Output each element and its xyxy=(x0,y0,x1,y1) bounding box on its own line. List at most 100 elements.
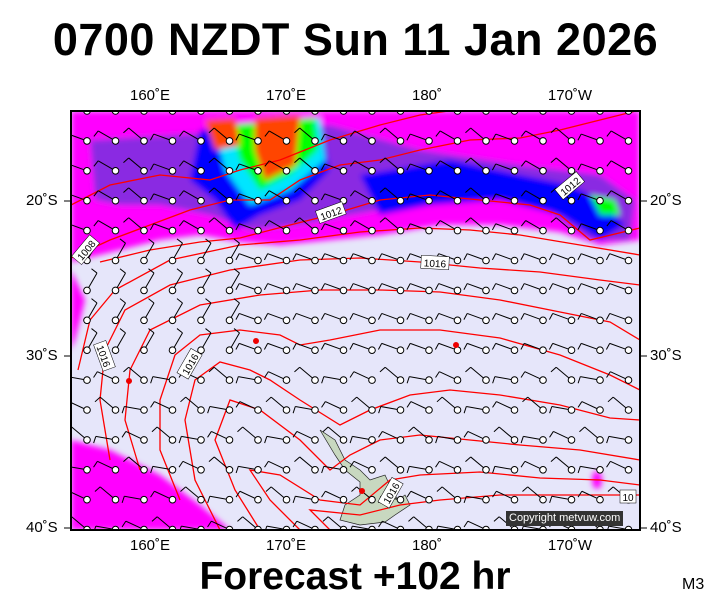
station-circle xyxy=(311,346,319,355)
station-circle xyxy=(539,256,547,265)
station-circle xyxy=(396,495,405,504)
station-circle xyxy=(140,436,148,444)
station-circle xyxy=(254,466,262,474)
station-circle xyxy=(197,196,205,205)
station-circle xyxy=(425,495,433,504)
wind-barb-feather xyxy=(606,220,612,227)
wind-barb-feather xyxy=(123,456,130,462)
wind-barb-feather xyxy=(520,160,527,167)
wind-barb-feather xyxy=(520,220,527,227)
station-circle xyxy=(453,495,462,504)
wind-barb-feather xyxy=(265,486,272,492)
station-circle xyxy=(510,316,519,325)
station-circle xyxy=(453,286,462,295)
station-circle xyxy=(482,196,490,205)
wind-barb-feather xyxy=(577,313,582,320)
wind-barb-feather xyxy=(377,253,383,261)
wind-barb-feather xyxy=(123,127,130,134)
wind-barb-feather xyxy=(408,516,415,522)
wind-barb-feather xyxy=(292,253,297,261)
station-circle xyxy=(396,256,405,265)
wind-barb-feather xyxy=(176,298,183,304)
wind-barb-feather xyxy=(208,187,215,193)
wind-barb-feather xyxy=(491,223,497,231)
wind-barb-feather xyxy=(264,190,270,197)
station-circle xyxy=(396,286,405,295)
station-circle xyxy=(282,346,291,355)
wind-barb-feather xyxy=(606,436,610,444)
wind-barb-feather xyxy=(119,268,126,274)
wind-barb-feather xyxy=(93,371,98,378)
station-circle xyxy=(368,226,376,235)
wind-barb-feather xyxy=(150,376,154,384)
station-circle xyxy=(567,495,576,504)
station-circle xyxy=(368,167,376,175)
wind-barb-feather xyxy=(605,283,611,290)
station-circle xyxy=(311,286,319,295)
wind-barb-shaft xyxy=(314,111,315,112)
station-circle xyxy=(368,495,376,504)
station-circle xyxy=(111,495,120,504)
station-circle xyxy=(140,286,148,295)
station-circle xyxy=(168,376,177,384)
wind-barb-feather xyxy=(465,217,472,223)
wind-barb-feather xyxy=(149,163,155,171)
wind-barb-feather xyxy=(208,217,215,223)
station-circle xyxy=(567,256,576,265)
station-circle xyxy=(510,286,519,295)
station-circle xyxy=(311,256,319,265)
station-circle xyxy=(140,376,148,384)
wind-barb-feather xyxy=(578,104,581,110)
wind-barb-shaft xyxy=(143,111,144,112)
wind-barb-feather xyxy=(321,466,325,474)
station-circle xyxy=(140,406,148,414)
wind-barb-feather xyxy=(150,401,155,408)
wind-barb-feather xyxy=(235,223,240,231)
station-circle xyxy=(368,466,376,474)
wind-barb-feather xyxy=(123,217,130,223)
station-circle xyxy=(197,495,205,504)
station-circle xyxy=(168,436,177,444)
wind-barb-shaft xyxy=(285,111,287,112)
wind-barb-feather xyxy=(493,426,500,433)
station-circle xyxy=(111,406,120,414)
wind-barb-feather xyxy=(292,520,298,528)
station-circle xyxy=(510,256,519,265)
station-circle xyxy=(396,346,405,355)
wind-barb-feather xyxy=(377,283,383,290)
wind-barb-feather xyxy=(207,431,212,438)
wind-barb-feather xyxy=(292,313,297,320)
station-circle xyxy=(425,316,433,325)
wind-barb-feather xyxy=(349,371,355,378)
wind-barb-feather xyxy=(491,253,497,261)
wind-barb-feather xyxy=(549,431,554,438)
svg-text:10: 10 xyxy=(622,493,634,504)
station-circle xyxy=(225,196,234,205)
wind-barb-feather xyxy=(493,516,500,522)
station-circle xyxy=(254,286,262,295)
station-circle xyxy=(368,256,376,265)
wind-barb-feather xyxy=(149,193,155,201)
lon-label-bottom-170e: 170˚E xyxy=(265,537,307,554)
wind-barb-feather xyxy=(178,220,185,227)
wind-barb-feather xyxy=(577,223,582,231)
wind-barb-feather xyxy=(235,253,240,261)
wind-barb-feather xyxy=(121,431,127,438)
wind-barb-feather xyxy=(492,401,497,408)
wind-barb-feather xyxy=(235,466,239,474)
station-circle xyxy=(624,226,633,235)
forecast-hour: Forecast +102 hr xyxy=(199,555,511,598)
station-circle xyxy=(396,436,405,444)
station-circle xyxy=(510,466,519,474)
wind-barb-feather xyxy=(263,313,269,320)
wind-barb-feather xyxy=(377,313,383,320)
wind-barb-feather xyxy=(406,490,412,498)
lat-label-right-20s: 20˚S xyxy=(650,192,682,209)
wind-barb-feather xyxy=(265,101,269,107)
wind-barb-feather xyxy=(550,366,557,373)
station-circle xyxy=(453,196,462,205)
wind-barb-feather xyxy=(263,343,269,350)
copyright-notice: Copyright metvuw.com xyxy=(506,511,624,526)
station-circle xyxy=(83,286,91,295)
